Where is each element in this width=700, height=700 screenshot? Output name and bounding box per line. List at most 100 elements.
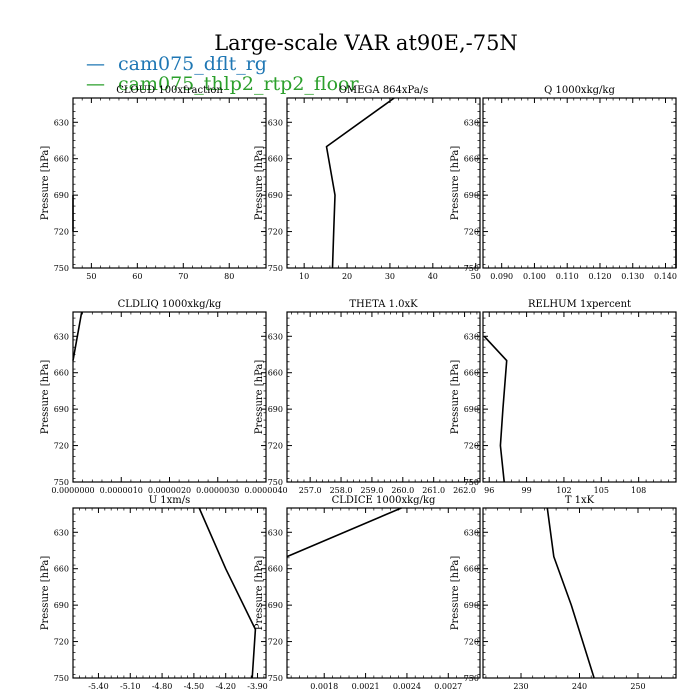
- x-tick-label: -5.10: [120, 682, 141, 691]
- y-axis-label: Pressure [hPa]: [254, 360, 265, 435]
- y-tick-label: 630: [268, 332, 283, 341]
- y-axis-label: Pressure [hPa]: [254, 556, 265, 631]
- panel-9: T 1xK Pressure [hPa] 630 660 690 720 750 230 240…: [450, 495, 677, 691]
- y-tick-label: 720: [54, 228, 69, 237]
- panel-8: CLDICE 1000xkg/kg Pressure [hPa] 630 660 690…: [254, 495, 481, 691]
- x-tick-label: 0.0000000: [51, 486, 94, 495]
- y-tick-label: 660: [268, 565, 283, 574]
- y-axis-label: Pressure [hPa]: [40, 360, 51, 435]
- plot-frame: [286, 97, 481, 269]
- x-tick-label: 20: [342, 272, 352, 281]
- plot-frame: [72, 311, 267, 483]
- x-tick-label: 0.0000020: [148, 486, 191, 495]
- y-tick-label: 690: [268, 601, 283, 610]
- y-tick-label: 750: [54, 264, 69, 273]
- y-tick-label: 630: [54, 118, 69, 127]
- legend: — cam075_dflt_rg — cam075_thlp2_rtp2_flo…: [86, 53, 359, 95]
- x-tick-label: 240: [572, 682, 587, 691]
- plot-frame: [72, 507, 267, 679]
- y-tick-label: 750: [54, 674, 69, 683]
- x-tick-label: 0.0000030: [196, 486, 239, 495]
- x-tick-label: 0.130: [621, 272, 644, 281]
- x-tick-label: 105: [594, 486, 609, 495]
- y-tick-label: 690: [54, 601, 69, 610]
- y-axis-label: Pressure [hPa]: [450, 146, 461, 221]
- x-tick-label: -3.90: [247, 682, 268, 691]
- legend-label-dflt: cam075_dflt_rg: [118, 53, 267, 75]
- legend-marker-floor: —: [86, 73, 105, 95]
- x-tick-label: 30: [385, 272, 395, 281]
- y-tick-label: 690: [54, 191, 69, 200]
- y-tick-label: 630: [464, 332, 479, 341]
- panel-5: THETA 1.0xK Pressure [hPa] 630 660 690 720 750…: [254, 299, 481, 495]
- panel-3: Q 1000xkg/kg Pressure [hPa] 630 660 690 720 75…: [450, 85, 677, 281]
- profile-line-1: [483, 335, 508, 483]
- x-tick-label: 0.0024: [393, 682, 421, 691]
- panel-2: OMEGA 864xPa/s Pressure [hPa] 630 660 690 720…: [254, 85, 481, 281]
- x-tick-label: 257.0: [299, 486, 322, 495]
- x-tick-label: 250: [630, 682, 645, 691]
- x-tick-label: 259.0: [360, 486, 383, 495]
- panel-title: THETA 1.0xK: [349, 299, 418, 310]
- y-axis-label: Pressure [hPa]: [40, 556, 51, 631]
- profile-line-1: [286, 507, 402, 558]
- y-tick-label: 630: [464, 528, 479, 537]
- x-tick-label: 0.090: [490, 272, 513, 281]
- y-tick-label: 630: [268, 118, 283, 127]
- panel-6: RELHUM 1xpercent Pressure [hPa] 630 660 690 7…: [450, 299, 677, 495]
- x-tick-label: -4.50: [184, 682, 205, 691]
- x-tick-label: 0.140: [654, 272, 677, 281]
- y-tick-label: 720: [464, 228, 479, 237]
- y-axis-label: Pressure [hPa]: [450, 360, 461, 435]
- y-tick-label: 660: [464, 565, 479, 574]
- y-tick-label: 720: [268, 442, 283, 451]
- y-tick-label: 690: [464, 601, 479, 610]
- plot-frame: [482, 311, 677, 483]
- x-tick-label: 10: [299, 272, 309, 281]
- panel-title: Q 1000xkg/kg: [544, 85, 615, 96]
- legend-marker-dflt: —: [86, 53, 105, 75]
- panel-1: CLOUD 100xfraction Pressure [hPa] 630 660 69…: [40, 85, 267, 281]
- y-tick-label: 720: [464, 442, 479, 451]
- y-tick-label: 720: [464, 638, 479, 647]
- y-tick-label: 750: [268, 478, 283, 487]
- y-tick-label: 630: [268, 528, 283, 537]
- x-tick-label: 108: [631, 486, 646, 495]
- x-tick-label: -5.40: [88, 682, 109, 691]
- y-tick-label: 690: [54, 405, 69, 414]
- panel-title: RELHUM 1xpercent: [528, 299, 631, 310]
- panel-title: U 1xm/s: [149, 495, 191, 506]
- y-tick-label: 690: [268, 405, 283, 414]
- legend-label-floor: cam075_thlp2_rtp2_floor: [118, 73, 359, 95]
- plot-frame: [482, 507, 677, 679]
- x-tick-label: 40: [428, 272, 438, 281]
- x-tick-label: -4.80: [152, 682, 173, 691]
- y-tick-label: 630: [54, 332, 69, 341]
- plot-frame: [72, 97, 267, 269]
- x-tick-label: 96: [484, 486, 494, 495]
- panel-7: U 1xm/s Pressure [hPa] 630 660 690 720 750 -5.4…: [40, 495, 268, 691]
- profile-line-1: [72, 311, 83, 361]
- x-tick-label: 0.0027: [434, 682, 462, 691]
- y-tick-label: 720: [54, 638, 69, 647]
- plot-frame: [286, 311, 481, 483]
- x-tick-label: 0.120: [589, 272, 612, 281]
- y-tick-label: 750: [268, 264, 283, 273]
- y-tick-label: 720: [268, 638, 283, 647]
- y-tick-label: 750: [464, 264, 479, 273]
- y-tick-label: 660: [54, 369, 69, 378]
- y-tick-label: 750: [268, 674, 283, 683]
- x-tick-label: 0.0021: [352, 682, 380, 691]
- panel-title: T 1xK: [565, 495, 595, 506]
- panel-title: CLDLIQ 1000xkg/kg: [118, 299, 222, 310]
- x-tick-label: 70: [178, 272, 188, 281]
- x-tick-label: 0.100: [523, 272, 546, 281]
- x-tick-label: 0.0000010: [100, 486, 143, 495]
- x-tick-label: 0.110: [556, 272, 579, 281]
- x-tick-label: 50: [86, 272, 96, 281]
- plot-frame: [482, 97, 677, 269]
- y-tick-label: 720: [54, 442, 69, 451]
- y-tick-label: 690: [464, 405, 479, 414]
- y-axis-label: Pressure [hPa]: [254, 146, 265, 221]
- panels-grid: CLOUD 100xfraction Pressure [hPa] 630 660 69…: [40, 85, 677, 691]
